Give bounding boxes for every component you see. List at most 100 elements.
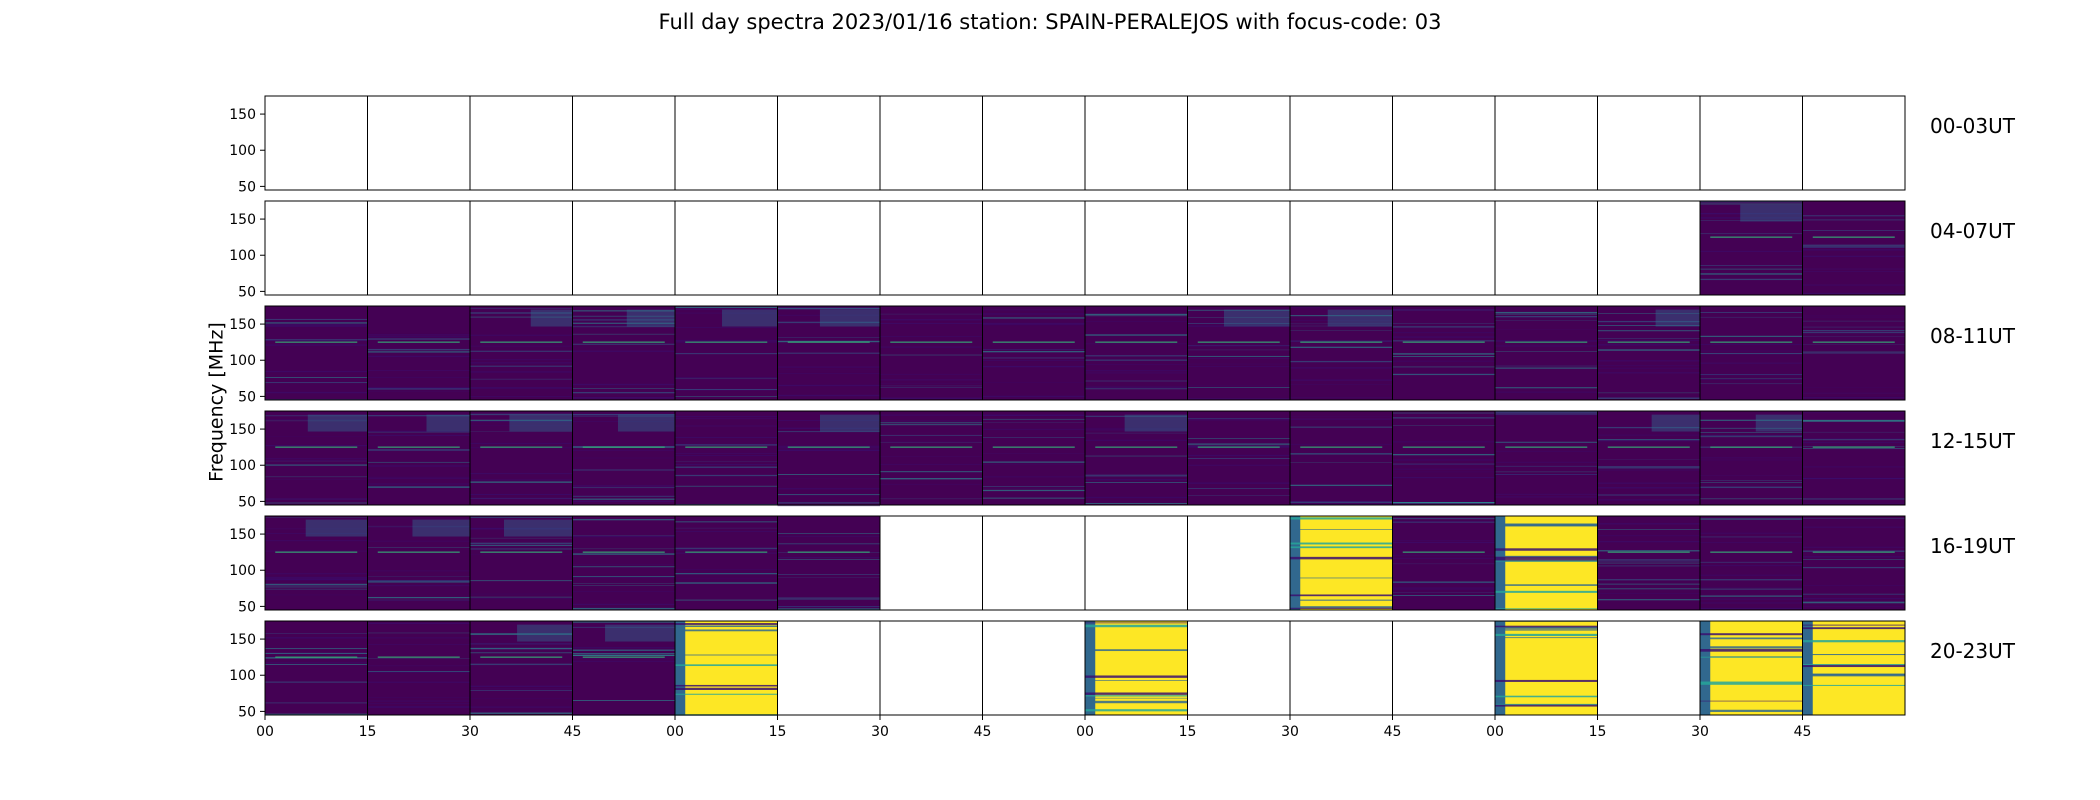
panel-background [982, 411, 1085, 505]
spectra-band [1802, 230, 1905, 231]
spectra-band [1495, 679, 1598, 682]
spectra-band [367, 706, 470, 708]
spectra-band [470, 706, 573, 708]
spectra-band [265, 415, 368, 417]
spectra-band [265, 325, 368, 327]
spectra-band [572, 310, 675, 312]
spectra-band [470, 647, 573, 650]
y-tick-label: 50 [238, 389, 256, 405]
spectra-line [1710, 341, 1793, 343]
spectra-band [880, 434, 983, 436]
spectra-panel [777, 95, 881, 191]
spectra-band [265, 576, 368, 578]
spectra-band [470, 387, 573, 389]
spectra-band [1187, 323, 1290, 325]
spectra-band [572, 654, 675, 656]
spectra-band [470, 528, 573, 530]
spectra-panel [674, 200, 778, 296]
spectra-band [470, 420, 573, 422]
panel-background [1495, 621, 1598, 715]
spectra-band [880, 354, 983, 356]
spectra-panel [367, 410, 471, 506]
spectra-band [777, 420, 880, 421]
spectra-band [1392, 336, 1495, 338]
spectra-line [1197, 446, 1280, 448]
spectra-band [367, 644, 470, 645]
spectra-band [265, 586, 368, 588]
spectra-band [1802, 673, 1905, 676]
spectra-band [572, 333, 675, 335]
y-tick-label: 50 [238, 704, 256, 720]
spectra-band [1597, 499, 1700, 501]
spectra-panel [1392, 515, 1496, 611]
spectra-block [605, 624, 675, 642]
spectra-band [1802, 442, 1905, 444]
spectra-panel [469, 95, 573, 191]
spectra-band [572, 421, 675, 422]
spectra-band [572, 469, 675, 471]
spectra-edge [1495, 621, 1506, 715]
spectra-panel [1494, 620, 1598, 716]
spectra-band [572, 591, 675, 592]
spectra-line [787, 446, 870, 448]
spectra-band [777, 306, 880, 308]
spectra-band [1495, 524, 1598, 527]
spectra-panel [674, 515, 778, 611]
spectra-band [1700, 213, 1803, 214]
spectra-band [1700, 498, 1803, 500]
spectra-panel [982, 200, 1086, 296]
spectra-band [1085, 372, 1188, 374]
spectra-band [572, 700, 675, 701]
spectra-panel [879, 515, 983, 611]
spectra-band [265, 339, 368, 341]
spectra-band [1700, 217, 1803, 219]
spectra-panel [572, 515, 676, 611]
spectra-band [982, 360, 1085, 362]
spectra-band [1290, 546, 1393, 549]
spectra-line [890, 341, 973, 343]
spectra-band [675, 306, 778, 309]
spectra-band [1392, 587, 1495, 589]
spectra-band [1700, 378, 1803, 380]
spectra-band [982, 437, 1085, 438]
spectra-band [880, 379, 983, 381]
spectra-band [1290, 607, 1393, 609]
panel-background [880, 201, 983, 295]
spectra-band [1700, 684, 1803, 685]
spectra-band [572, 397, 675, 399]
spectra-band [470, 387, 573, 389]
spectra-band [1290, 320, 1393, 322]
spectra-band [1290, 379, 1393, 381]
spectra-band [1290, 397, 1393, 399]
panel-background [1495, 201, 1598, 295]
spectra-band [1495, 637, 1598, 639]
spectra-band [367, 637, 470, 639]
spectra-band [572, 653, 675, 655]
spectra-band [572, 649, 675, 651]
spectra-line [582, 656, 665, 658]
x-tick-label: 30 [1281, 724, 1299, 740]
spectra-band [1597, 559, 1700, 561]
spectra-band [470, 685, 573, 688]
spectra-panel [1802, 515, 1906, 611]
spectra-line [1710, 551, 1793, 553]
spectra-panel [1699, 515, 1803, 611]
spectra-panel [1494, 200, 1598, 296]
spectra-band [1700, 486, 1803, 489]
spectra-band [1700, 335, 1803, 337]
spectra-band [265, 460, 368, 461]
panel-background [470, 516, 573, 610]
spectra-band [367, 622, 470, 625]
row-labels: 00-03UT 04-07UT 08-11UT 12-15UT 16-19UT 20-23… [1930, 114, 2016, 663]
spectra-band [470, 712, 573, 714]
spectra-band [265, 713, 368, 715]
x-tick-label: 15 [769, 724, 787, 740]
spectra-band [1392, 518, 1495, 520]
spectra-block [305, 519, 368, 537]
spectra-band [675, 485, 778, 487]
spectra-edge [675, 621, 686, 715]
spectra-band [1802, 602, 1905, 604]
spectra-band [1700, 383, 1803, 385]
panel-background [1085, 306, 1188, 400]
spectra-block [626, 309, 675, 327]
